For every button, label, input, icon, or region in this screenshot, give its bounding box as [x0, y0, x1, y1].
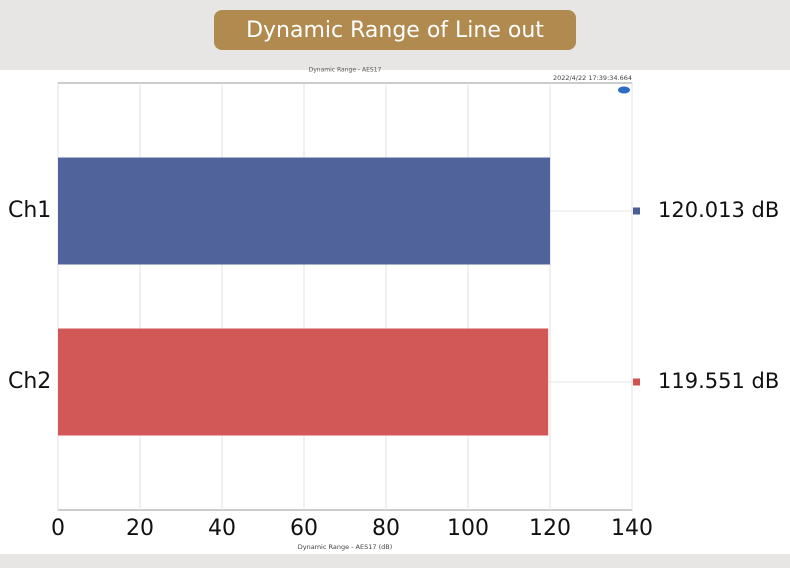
- chart-title: Dynamic Range of Line out: [246, 18, 544, 43]
- footer-band: [0, 554, 790, 568]
- x-tick-label: 0: [51, 516, 65, 541]
- value-label: 119.551 dB: [658, 369, 779, 393]
- timestamp: 2022/4/22 17:39:34.664: [553, 74, 632, 82]
- y-tick-label: Ch2: [8, 369, 51, 394]
- plot-title: Dynamic Range - AES17: [309, 67, 382, 74]
- value-label: 120.013 dB: [658, 198, 779, 222]
- x-tick-label: 60: [290, 516, 318, 541]
- logo: [618, 86, 630, 94]
- x-tick-label: 40: [208, 516, 236, 541]
- x-axis-label: Dynamic Range - AES17 (dB): [298, 543, 393, 551]
- x-tick-label: 140: [611, 516, 653, 541]
- x-tick-label: 20: [126, 516, 154, 541]
- x-tick-label: 100: [447, 516, 489, 541]
- x-tick-label: 80: [372, 516, 400, 541]
- legend-swatch: [633, 378, 640, 386]
- x-tick-label: 120: [529, 516, 571, 541]
- bar: [58, 157, 551, 265]
- chart-area: [0, 70, 790, 554]
- y-tick-label: Ch1: [8, 198, 51, 223]
- bar: [58, 328, 549, 436]
- legend-swatch: [633, 207, 640, 215]
- title-badge: [214, 10, 576, 50]
